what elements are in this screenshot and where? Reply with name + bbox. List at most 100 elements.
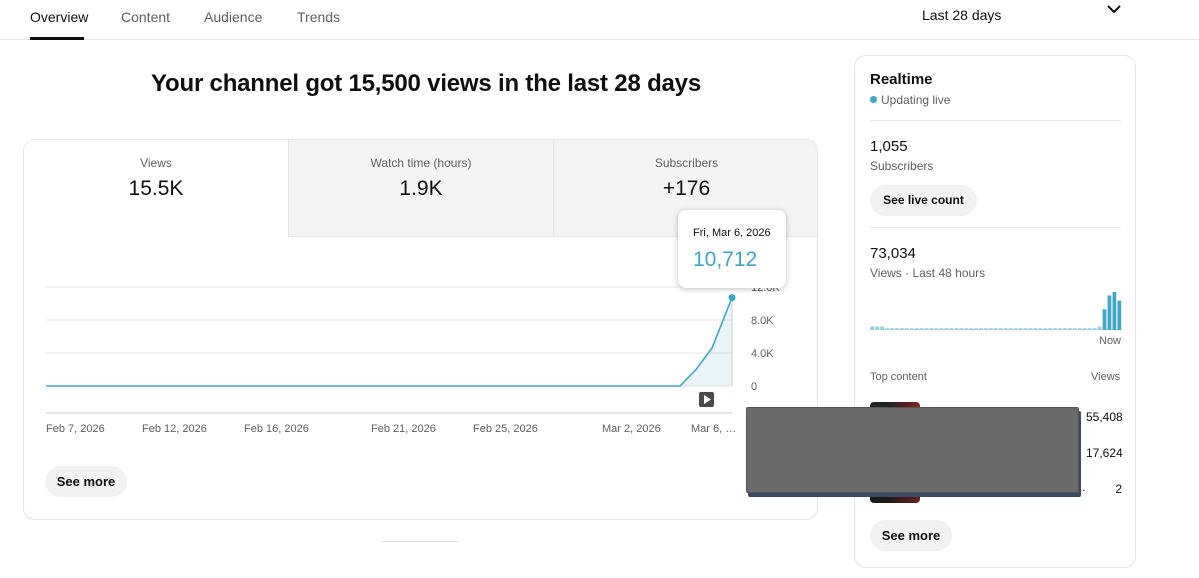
realtime-bar — [909, 328, 914, 330]
x-tick-label: Feb 7, 2026 — [46, 423, 105, 435]
tab-audience[interactable]: Audience — [204, 9, 263, 25]
realtime-views-bar-chart — [870, 292, 1122, 330]
realtime-bar — [1082, 328, 1087, 330]
tab-trends[interactable]: Trends — [297, 9, 341, 25]
realtime-bar — [979, 328, 983, 330]
realtime-bar — [939, 328, 944, 330]
realtime-views-label: Views · Last 48 hours — [870, 266, 986, 280]
realtime-bar — [880, 326, 885, 330]
y-tick-label: 4.0K — [751, 348, 774, 360]
see-more-top-content-button[interactable]: See more — [870, 520, 952, 551]
tab-overview[interactable]: Overview — [30, 9, 89, 25]
realtime-bar — [974, 328, 978, 330]
active-tab-indicator — [30, 37, 84, 40]
realtime-bar — [875, 326, 880, 330]
realtime-bar — [984, 328, 988, 330]
realtime-bar — [1003, 328, 1008, 330]
realtime-bar — [1048, 328, 1053, 330]
realtime-bar — [1092, 328, 1097, 330]
series-line — [46, 297, 733, 387]
realtime-bar — [895, 328, 899, 330]
realtime-bar — [934, 328, 939, 330]
realtime-bar — [1038, 328, 1043, 330]
realtime-bar — [1087, 328, 1092, 330]
page-headline: Your channel got 15,500 views in the las… — [151, 70, 701, 97]
realtime-bar — [914, 328, 919, 330]
y-tick-label: 8.0K — [751, 315, 774, 327]
tab-content[interactable]: Content — [121, 9, 171, 25]
realtime-bar — [993, 328, 998, 330]
realtime-bar — [1018, 328, 1023, 330]
tooltip-value: 10,712 — [693, 248, 758, 271]
live-dot-icon — [870, 96, 877, 103]
live-label: Updating live — [881, 93, 951, 107]
realtime-bar — [1058, 328, 1062, 330]
divider — [870, 120, 1121, 121]
date-range-label: Last 28 days — [922, 7, 1002, 23]
realtime-bar — [900, 328, 904, 330]
realtime-title: Realtime — [870, 71, 933, 88]
divider — [382, 541, 458, 542]
metric-value: 15.5K — [128, 177, 184, 200]
x-tick-label: Feb 16, 2026 — [244, 423, 309, 435]
x-tick-label: Feb 25, 2026 — [473, 423, 538, 435]
x-tick-label: Mar 6, … — [691, 423, 736, 435]
realtime-bar — [1053, 328, 1057, 330]
realtime-bar — [1077, 328, 1082, 330]
realtime-bar — [998, 328, 1003, 330]
live-indicator: Updating live — [870, 93, 950, 107]
chevron-down-icon[interactable] — [1106, 2, 1122, 16]
redaction-overlay — [746, 407, 1079, 493]
top-content-views: 2 — [1115, 482, 1122, 496]
data-point — [728, 294, 736, 302]
metric-tab-views[interactable]: Views 15.5K — [24, 140, 288, 237]
x-tick-label: Mar 2, 2026 — [602, 423, 661, 435]
metric-value: 1.9K — [399, 177, 443, 200]
realtime-bar — [1107, 295, 1112, 330]
see-more-button[interactable]: See more — [45, 466, 127, 497]
realtime-bar — [1102, 309, 1107, 330]
realtime-bar — [949, 328, 954, 330]
realtime-bar — [1013, 328, 1018, 330]
realtime-bar — [1112, 292, 1117, 330]
realtime-bar — [924, 328, 929, 330]
realtime-bar — [1008, 328, 1013, 330]
metric-tab-watch-time[interactable]: Watch time (hours) 1.9K — [288, 140, 553, 237]
realtime-bar — [1072, 328, 1077, 330]
overview-card: Views 15.5K Watch time (hours) 1.9K Subs… — [23, 139, 818, 520]
realtime-bar — [959, 328, 964, 330]
realtime-bar — [1033, 328, 1038, 330]
realtime-bar — [929, 328, 934, 330]
realtime-views-count: 73,034 — [870, 245, 916, 262]
x-tick-label: Feb 21, 2026 — [371, 423, 436, 435]
divider — [870, 227, 1121, 228]
subscriber-count: 1,055 — [870, 138, 908, 155]
now-label: Now — [1099, 335, 1122, 347]
realtime-bar — [954, 328, 959, 330]
realtime-bar — [1117, 300, 1122, 330]
tooltip-date: Fri, Mar 6, 2026 — [693, 227, 771, 239]
y-tick-label: 0 — [751, 381, 757, 393]
realtime-bar — [885, 328, 889, 330]
play-icon — [704, 395, 711, 404]
metric-label: Subscribers — [654, 156, 719, 170]
views-column-label: Views — [1091, 371, 1121, 383]
realtime-bar — [988, 328, 993, 330]
top-content-label: Top content — [870, 371, 927, 383]
subscriber-label: Subscribers — [870, 159, 934, 173]
metric-value: +176 — [662, 177, 711, 200]
realtime-bar — [1097, 326, 1102, 330]
realtime-bar — [919, 328, 924, 330]
top-content-views: 55,408 — [1086, 410, 1123, 424]
realtime-bar — [870, 326, 875, 330]
area-fill — [46, 297, 732, 386]
realtime-bar — [1023, 328, 1028, 330]
realtime-bar — [1068, 328, 1072, 330]
top-content-views: 17,624 — [1086, 446, 1123, 460]
realtime-bar — [964, 328, 969, 330]
top-nav: Overview Content Audience Trends Last 28… — [0, 0, 1199, 40]
realtime-bar — [969, 328, 973, 330]
realtime-bar — [1028, 328, 1033, 330]
see-live-count-button[interactable]: See live count — [870, 185, 977, 216]
